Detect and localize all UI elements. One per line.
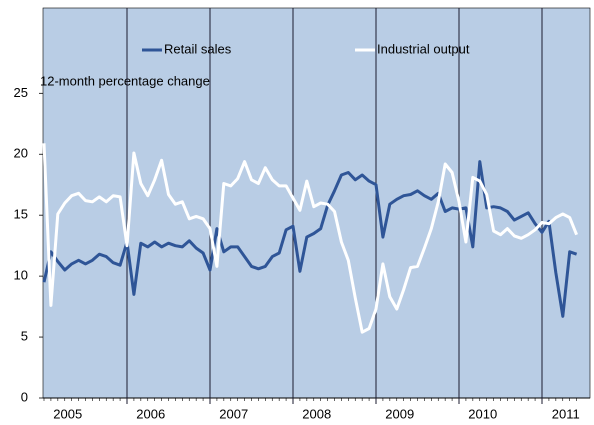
legend-label: Industrial output [377,41,470,56]
y-tick-label: 25 [14,85,28,100]
x-tick-label: 2005 [53,406,82,421]
x-tick-label: 2007 [219,406,248,421]
x-tick-label: 2011 [552,406,580,421]
series-line [42,143,578,334]
y-tick-label: 5 [21,329,28,344]
y-axis-label: 12-month percentage change [40,73,210,88]
legend-label: Retail sales [164,41,232,56]
y-tick-label: 10 [14,268,28,283]
y-tick-label: 0 [21,389,28,404]
x-tick-label: 2008 [302,406,331,421]
x-tick-label: 2006 [136,406,165,421]
y-tick-label: 15 [14,207,28,222]
plot-area [42,7,591,399]
y-tick-label: 20 [14,146,28,161]
x-tick-label: 2009 [385,406,414,421]
x-tick-label: 2010 [468,406,497,421]
